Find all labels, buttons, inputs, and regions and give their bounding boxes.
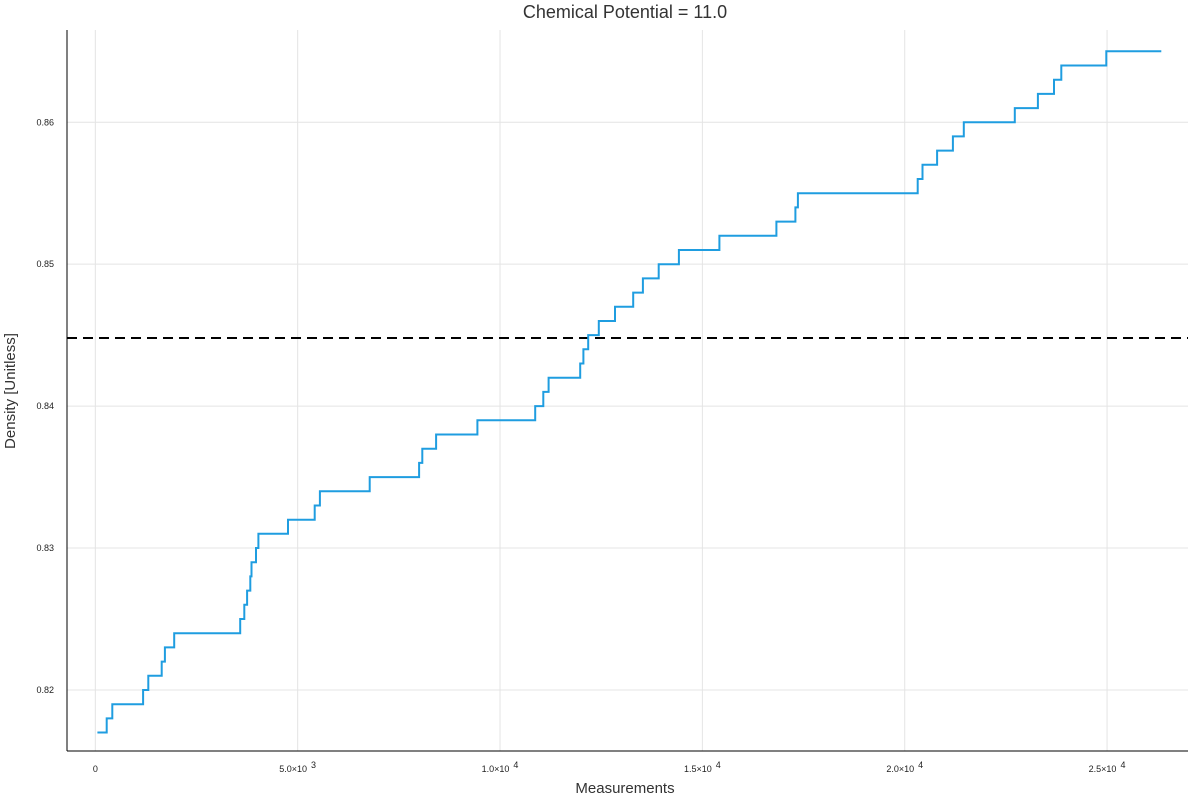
x-axis-title: Measurements [575, 780, 674, 797]
y-tick-label: 0.82 [36, 685, 54, 695]
x-tick-label: 1.5×10 4 [684, 760, 721, 774]
series-group [97, 50, 1162, 734]
y-tick-label: 0.84 [36, 401, 54, 411]
y-tick-label: 0.83 [36, 543, 54, 553]
y-tick-label: 0.86 [36, 117, 54, 127]
grid [67, 30, 1188, 751]
x-tick-label: 2.0×10 4 [886, 760, 923, 774]
series-line [97, 50, 1162, 734]
y-axis-title: Density [Unitless] [2, 333, 19, 449]
chart-title: Chemical Potential = 11.0 [523, 2, 727, 22]
x-tick-label: 0 [93, 764, 98, 774]
x-tick-label: 2.5×10 4 [1089, 760, 1126, 774]
x-tick-label: 5.0×10 3 [279, 760, 316, 774]
x-tick-label: 1.0×10 4 [482, 760, 519, 774]
tick-labels: 0.82 0.83 0.84 0.85 0.86 0 5.0×10 3 1.0×10 4 1.5×1… [36, 117, 1125, 774]
y-tick-label: 0.85 [36, 259, 54, 269]
axes [66, 30, 1188, 752]
